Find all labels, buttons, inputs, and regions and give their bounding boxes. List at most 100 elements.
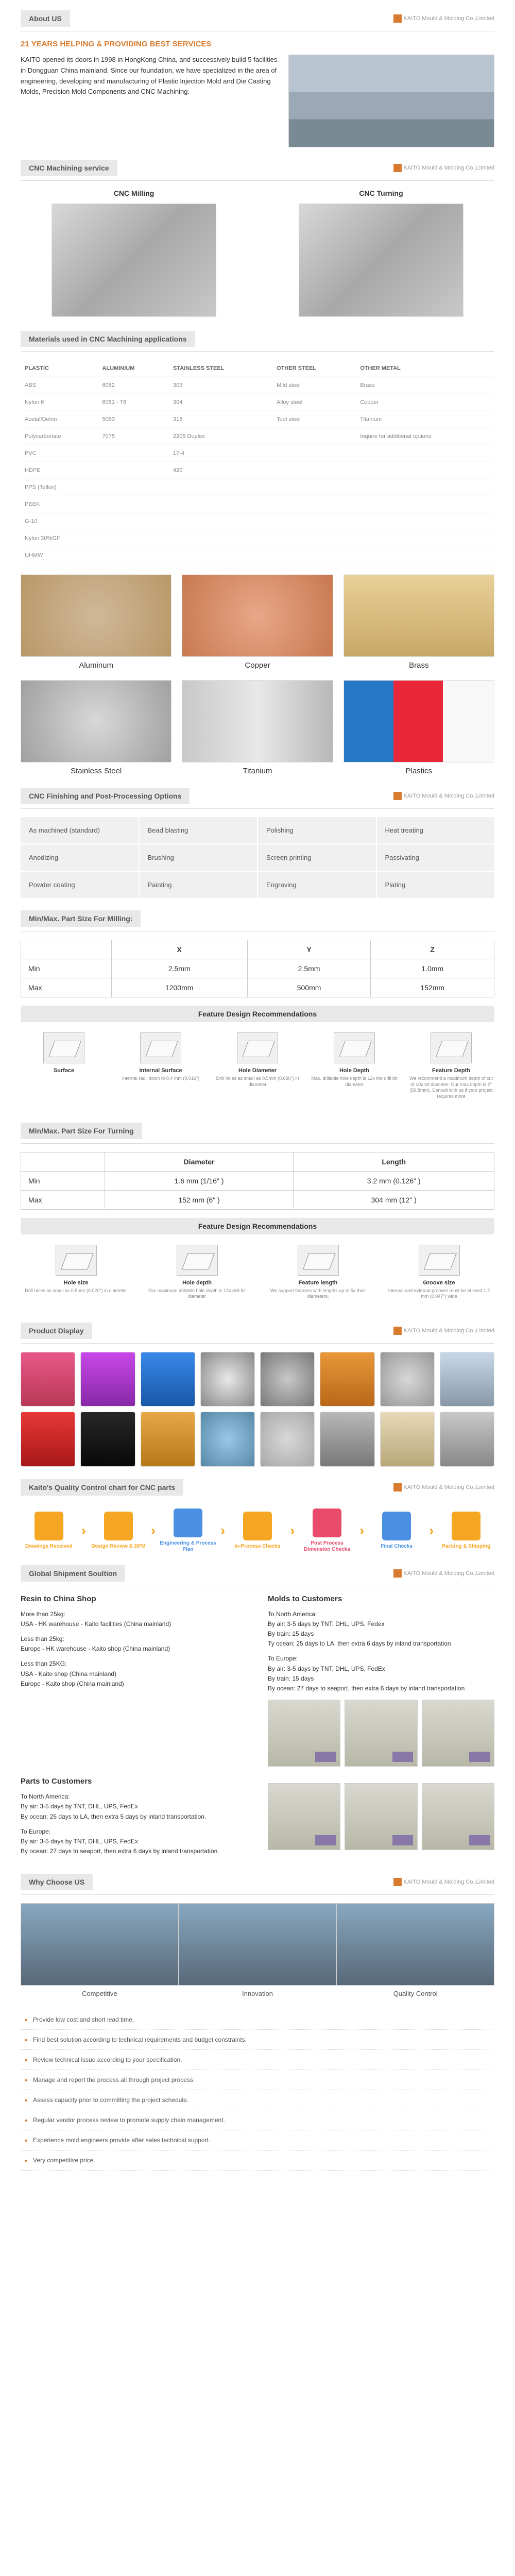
materials-cell: ABS — [21, 377, 98, 394]
materials-cell — [272, 530, 356, 547]
finishing-option: Anodizing — [21, 844, 139, 871]
shipment-title: Global Shipment Soultion — [21, 1565, 125, 1582]
product-image — [260, 1412, 315, 1466]
why-title: Why Choose US — [21, 1874, 93, 1890]
feature-icon — [140, 1032, 181, 1063]
logo: KAITO Mould & Molding Co.,Limited — [393, 164, 494, 172]
why-label: Quality Control — [336, 1990, 494, 1997]
material-name: Stainless Steel — [21, 767, 171, 775]
qc-step-icon — [313, 1509, 341, 1537]
product-image — [260, 1352, 315, 1406]
arrow-icon: › — [220, 1522, 225, 1539]
materials-header: OTHER METAL — [356, 360, 494, 377]
qc-step-icon — [452, 1512, 480, 1540]
materials-cell: 316 — [169, 411, 272, 428]
materials-cell: 420 — [169, 462, 272, 479]
cnc-milling-label: CNC Milling — [21, 189, 247, 197]
materials-cell: PVC — [21, 445, 98, 462]
materials-cell: Alloy steel — [272, 394, 356, 411]
product-image — [80, 1352, 135, 1406]
qc-step-label: Drawings Received — [21, 1544, 77, 1550]
finishing-option: Heat treating — [377, 817, 495, 843]
feature-icon — [43, 1032, 84, 1063]
materials-header: ALUMINIUM — [98, 360, 169, 377]
materials-cell — [356, 445, 494, 462]
materials-cell — [169, 479, 272, 496]
materials-title: Materials used in CNC Machining applicat… — [21, 331, 195, 347]
feature-desc: We support features with lengths up to 5… — [263, 1288, 373, 1300]
material-image — [344, 680, 494, 762]
qc-step-label: In-Process Checks — [229, 1544, 286, 1550]
materials-cell: 17-4 — [169, 445, 272, 462]
feature-label: Feature Depth — [408, 1067, 494, 1074]
materials-cell — [98, 513, 169, 530]
why-image — [336, 1903, 494, 1986]
materials-cell: 6061 - T6 — [98, 394, 169, 411]
materials-header: OTHER STEEL — [272, 360, 356, 377]
shipment-block: Less than 25KG: USA - Kaito shop (China … — [21, 1659, 247, 1689]
logo: KAITO Mould & Molding Co.,Limited — [393, 1327, 494, 1335]
materials-cell: G-10 — [21, 513, 98, 530]
material-name: Plastics — [344, 767, 494, 775]
materials-cell — [169, 547, 272, 564]
finishing-option: Passivating — [377, 844, 495, 871]
why-image — [179, 1903, 337, 1986]
molds-photo — [422, 1700, 494, 1767]
feature-icon — [431, 1032, 472, 1063]
why-image — [21, 1903, 179, 1986]
feature-label: Hole Diameter — [214, 1067, 301, 1074]
materials-cell: 2205 Duplex — [169, 428, 272, 445]
cnc-turning-image — [299, 204, 464, 317]
feature-desc: Internal radii down to 0.4 mm (0.016") — [117, 1076, 204, 1082]
why-bullet: Assess capacity prior to committing the … — [21, 2090, 494, 2110]
feature-label: Internal Surface — [117, 1067, 204, 1074]
materials-cell — [272, 496, 356, 513]
arrow-icon: › — [151, 1522, 156, 1539]
logo: KAITO Mould & Molding Co.,Limited — [393, 1483, 494, 1492]
turning-feature-title: Feature Design Recommendations — [21, 1218, 494, 1234]
finishing-option: Bead blasting — [140, 817, 258, 843]
shipment-block: To Europe: By air: 3-5 days by TNT, DHL,… — [21, 1827, 247, 1857]
product-display-title: Product Display — [21, 1323, 92, 1339]
finishing-option: Polishing — [258, 817, 376, 843]
feature-label: Hole depth — [142, 1280, 252, 1286]
logo: KAITO Mould & Molding Co.,Limited — [393, 1878, 494, 1886]
materials-cell: Acetal/Delrin — [21, 411, 98, 428]
product-image — [21, 1352, 75, 1406]
product-image — [141, 1412, 195, 1466]
qc-step-label: Final Checks — [368, 1544, 425, 1550]
materials-cell — [356, 530, 494, 547]
material-image — [344, 574, 494, 657]
finishing-option: Screen printing — [258, 844, 376, 871]
materials-cell — [98, 479, 169, 496]
parts-title: Parts to Customers — [21, 1777, 247, 1786]
feature-icon — [298, 1245, 339, 1276]
qc-step-label: Design Review & DFM — [90, 1544, 147, 1550]
cnc-turning-label: CNC Turning — [268, 189, 494, 197]
materials-cell: 7075 — [98, 428, 169, 445]
finishing-option: Brushing — [140, 844, 258, 871]
arrow-icon: › — [290, 1522, 295, 1539]
product-image — [440, 1352, 494, 1406]
molds-photo — [345, 1700, 417, 1767]
why-bullet: Very competitive price. — [21, 2150, 494, 2171]
feature-label: Hole Depth — [311, 1067, 398, 1074]
feature-desc: Drill holes as small as 0.5mm (0.020") i… — [214, 1076, 301, 1088]
about-intro-text: KAITO opened its doors in 1998 in HongKo… — [21, 55, 278, 97]
molds-title: Molds to Customers — [268, 1595, 494, 1603]
finishing-option: Plating — [377, 872, 495, 898]
feature-desc: Max. drillable hole depth is 12x the dri… — [311, 1076, 398, 1088]
materials-cell — [272, 428, 356, 445]
materials-cell — [98, 462, 169, 479]
materials-cell — [169, 513, 272, 530]
parts-photo — [422, 1783, 494, 1850]
qc-title: Kaito's Quality Control chart for CNC pa… — [21, 1479, 183, 1496]
product-image — [200, 1412, 255, 1466]
materials-cell: UHMW — [21, 547, 98, 564]
feature-icon — [177, 1245, 218, 1276]
shipment-block: To North America: By air: 3-5 days by TN… — [268, 1609, 494, 1649]
materials-cell — [272, 513, 356, 530]
parts-photo — [268, 1783, 340, 1850]
why-bullet: Review technical issue according to your… — [21, 2050, 494, 2070]
why-bullet: Experience mold engineers provide after … — [21, 2130, 494, 2150]
